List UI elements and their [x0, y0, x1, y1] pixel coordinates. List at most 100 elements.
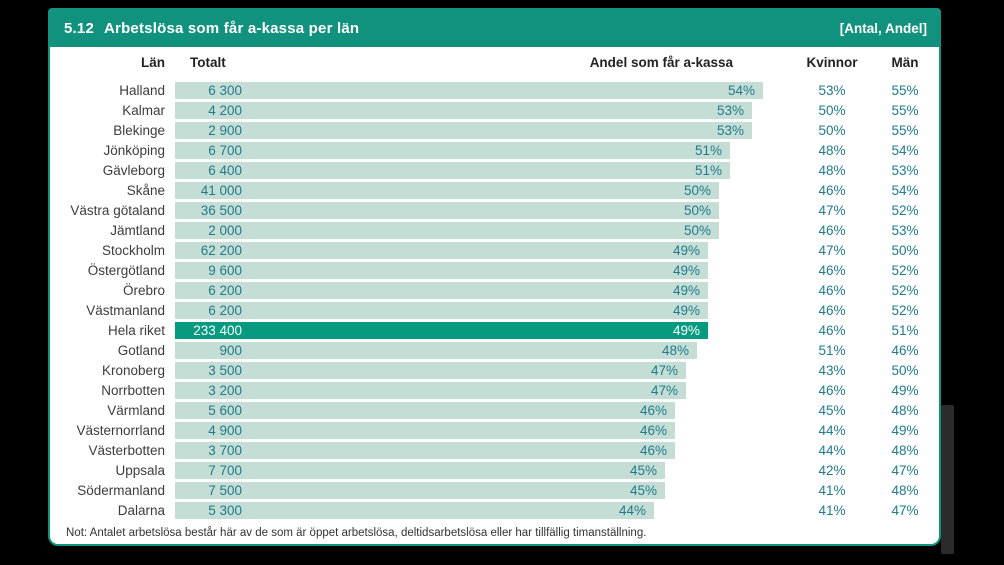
- kvinnor-value: 46%: [818, 283, 846, 298]
- andel-value: 53%: [716, 123, 744, 138]
- county-label: Blekinge: [113, 123, 165, 138]
- totalt-value: 62 200: [200, 243, 242, 258]
- table-row: Jönköping 6 700 51% 48% 54%: [50, 141, 939, 161]
- man-value: 48%: [891, 443, 919, 458]
- table-row: Norrbotten 3 200 47% 46% 49%: [50, 381, 939, 401]
- county-label: Södermanland: [77, 483, 165, 498]
- man-value: 49%: [891, 423, 919, 438]
- man-value: 51%: [891, 323, 919, 338]
- table-row: Östergötland 9 600 49% 46% 52%: [50, 261, 939, 281]
- county-label: Gävleborg: [102, 163, 165, 178]
- totalt-value: 4 900: [208, 423, 242, 438]
- kvinnor-value: 41%: [818, 503, 846, 518]
- table-row: Uppsala 7 700 45% 42% 47%: [50, 461, 939, 481]
- table-row: Jämtland 2 000 50% 46% 53%: [50, 221, 939, 241]
- man-value: 50%: [891, 363, 919, 378]
- bar: 5 300 44%: [175, 502, 654, 519]
- totalt-value: 9 600: [208, 263, 242, 278]
- chart-title-bar: 5.12 Arbetslösa som får a-kassa per län …: [50, 10, 939, 47]
- kvinnor-value: 45%: [818, 403, 846, 418]
- county-label: Västerbotten: [88, 443, 165, 458]
- man-value: 48%: [891, 403, 919, 418]
- bar: 41 000 50%: [175, 182, 719, 199]
- andel-value: 53%: [716, 103, 744, 118]
- andel-value: 46%: [639, 403, 667, 418]
- totalt-value: 2 900: [208, 123, 242, 138]
- table-row: Kalmar 4 200 53% 50% 55%: [50, 101, 939, 121]
- chart-title: 5.12 Arbetslösa som får a-kassa per län: [64, 20, 359, 37]
- andel-value: 46%: [639, 443, 667, 458]
- table-row: Hela riket 233 400 49% 46% 51%: [50, 321, 939, 341]
- kvinnor-value: 46%: [818, 383, 846, 398]
- andel-value: 49%: [672, 303, 700, 318]
- bar: 900 48%: [175, 342, 697, 359]
- kvinnor-value: 51%: [818, 343, 846, 358]
- andel-value: 47%: [650, 363, 678, 378]
- scrollbar-thumb[interactable]: [941, 405, 954, 554]
- bar: 3 500 47%: [175, 362, 686, 379]
- andel-value: 44%: [618, 503, 646, 518]
- table-row: Stockholm 62 200 49% 47% 50%: [50, 241, 939, 261]
- bar: 2 900 53%: [175, 122, 752, 139]
- man-value: 53%: [891, 223, 919, 238]
- kvinnor-value: 53%: [818, 83, 846, 98]
- bar: 3 700 46%: [175, 442, 675, 459]
- kvinnor-value: 42%: [818, 463, 846, 478]
- kvinnor-value: 46%: [818, 183, 846, 198]
- kvinnor-value: 41%: [818, 483, 846, 498]
- bar: 9 600 49%: [175, 262, 708, 279]
- totalt-value: 2 000: [208, 223, 242, 238]
- column-header-totalt: Totalt: [190, 55, 226, 70]
- county-label: Norrbotten: [101, 383, 165, 398]
- kvinnor-value: 47%: [818, 203, 846, 218]
- kvinnor-value: 43%: [818, 363, 846, 378]
- andel-value: 48%: [661, 343, 689, 358]
- county-label: Västernorrland: [76, 423, 165, 438]
- man-value: 48%: [891, 483, 919, 498]
- kvinnor-value: 44%: [818, 443, 846, 458]
- bar: 2 000 50%: [175, 222, 719, 239]
- county-label: Västra götaland: [70, 203, 165, 218]
- man-value: 47%: [891, 463, 919, 478]
- kvinnor-value: 48%: [818, 163, 846, 178]
- chart-number: 5.12: [64, 20, 94, 37]
- chart-card: 5.12 Arbetslösa som får a-kassa per län …: [48, 8, 941, 546]
- totalt-value: 6 200: [208, 303, 242, 318]
- column-header-andel: Andel som får a-kassa: [589, 55, 733, 70]
- kvinnor-value: 46%: [818, 223, 846, 238]
- county-label: Halland: [119, 83, 165, 98]
- bar: 4 200 53%: [175, 102, 752, 119]
- kvinnor-value: 47%: [818, 243, 846, 258]
- man-value: 52%: [891, 283, 919, 298]
- totalt-value: 7 700: [208, 463, 242, 478]
- county-label: Jämtland: [110, 223, 165, 238]
- andel-value: 51%: [694, 143, 722, 158]
- bar: 7 700 45%: [175, 462, 665, 479]
- county-label: Kronoberg: [101, 363, 165, 378]
- table-row: Kronoberg 3 500 47% 43% 50%: [50, 361, 939, 381]
- kvinnor-value: 48%: [818, 143, 846, 158]
- totalt-value: 6 700: [208, 143, 242, 158]
- bar: 7 500 45%: [175, 482, 665, 499]
- column-header-kvinnor: Kvinnor: [806, 55, 858, 70]
- column-header-lan: Län: [140, 55, 165, 70]
- bar: 5 600 46%: [175, 402, 675, 419]
- bar-highlight: 233 400 49%: [175, 322, 708, 339]
- county-label: Kalmar: [122, 103, 165, 118]
- totalt-value: 233 400: [193, 323, 242, 338]
- man-value: 53%: [891, 163, 919, 178]
- man-value: 52%: [891, 203, 919, 218]
- bar: 36 500 50%: [175, 202, 719, 219]
- andel-value: 49%: [672, 243, 700, 258]
- unit-label: [Antal, Andel]: [839, 21, 927, 36]
- table-row: Södermanland 7 500 45% 41% 48%: [50, 481, 939, 501]
- kvinnor-value: 50%: [818, 123, 846, 138]
- totalt-value: 3 200: [208, 383, 242, 398]
- man-value: 52%: [891, 263, 919, 278]
- andel-value: 50%: [683, 183, 711, 198]
- andel-value: 45%: [629, 463, 657, 478]
- table-row: Gotland 900 48% 51% 46%: [50, 341, 939, 361]
- table-row: Värmland 5 600 46% 45% 48%: [50, 401, 939, 421]
- bar: 6 200 49%: [175, 282, 708, 299]
